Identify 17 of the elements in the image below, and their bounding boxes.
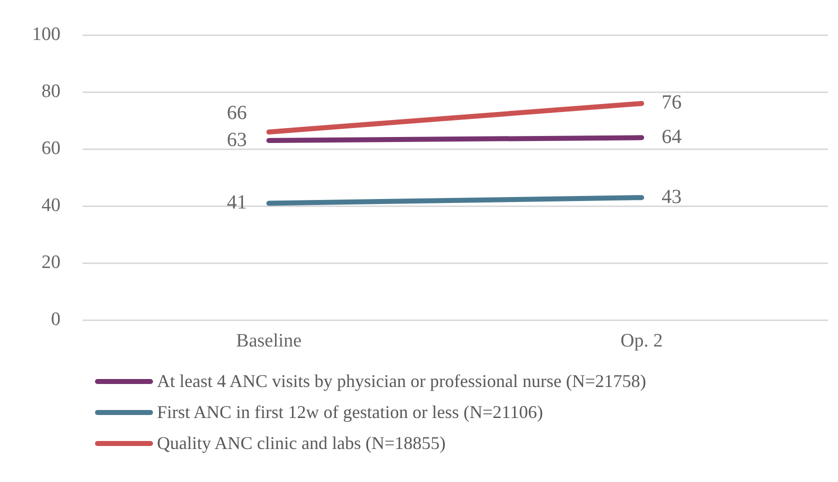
- data-label: 63: [226, 128, 247, 151]
- x-tick-label: Op. 2: [620, 330, 663, 352]
- x-tick-label: Baseline: [236, 330, 302, 352]
- y-tick-label: 20: [42, 252, 60, 274]
- y-tick-label: 100: [32, 24, 60, 45]
- y-tick-label: 40: [42, 195, 60, 216]
- data-label: 76: [662, 92, 682, 114]
- legend-label: First ANC in first 12w of gestation or less (N=21106): [157, 402, 543, 423]
- data-label: 66: [226, 102, 247, 124]
- data-label: 64: [662, 126, 682, 148]
- legend-label: At least 4 ANC visits by physician or professional nurse (N=21758): [157, 371, 646, 392]
- legend-label: Quality ANC clinic and labs (N=18855): [157, 433, 446, 454]
- data-label: 43: [662, 186, 682, 208]
- y-tick-label: 0: [51, 309, 60, 330]
- y-tick-label: 80: [42, 81, 60, 102]
- y-tick-label: 60: [42, 138, 60, 160]
- data-label: 41: [226, 192, 247, 214]
